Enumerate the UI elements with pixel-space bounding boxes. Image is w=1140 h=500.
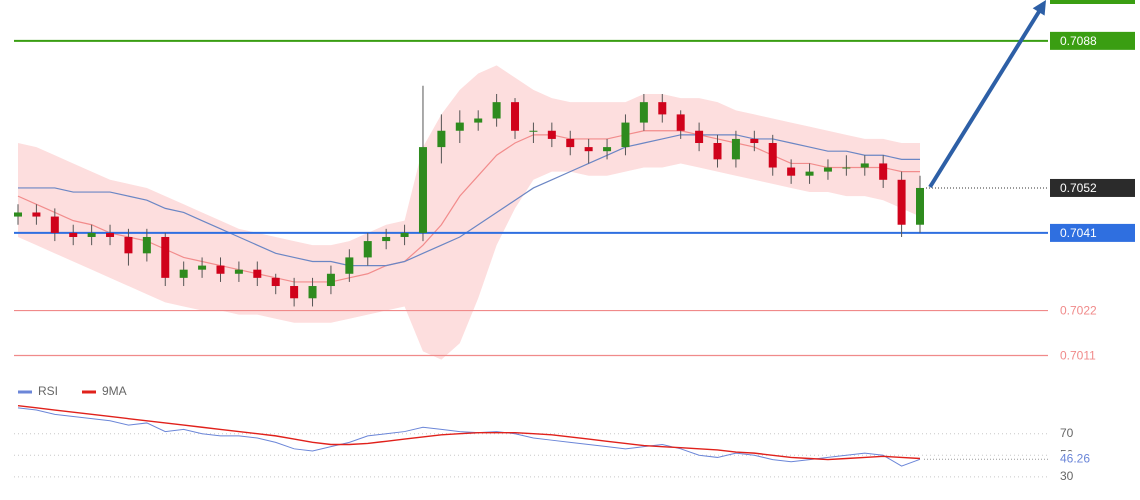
- candle-body: [842, 167, 851, 169]
- candle-body: [253, 269, 262, 278]
- candle-body: [326, 273, 335, 287]
- candle-body: [805, 171, 814, 176]
- candle-body: [455, 122, 464, 131]
- candle-body: [621, 122, 630, 148]
- level-label: 0.7011: [1060, 349, 1096, 363]
- indicator-line: [17, 407, 921, 467]
- last-value-label: 46.26: [1060, 451, 1090, 465]
- legend-label: RSI: [38, 384, 58, 398]
- candle-body: [106, 232, 115, 237]
- forecast-arrow: [928, 8, 1042, 189]
- candle-body: [14, 212, 22, 217]
- candle-body: [787, 167, 796, 176]
- candle-body: [290, 286, 299, 299]
- candle-body: [823, 167, 832, 172]
- candle-body: [142, 236, 151, 254]
- candle-body: [566, 138, 575, 148]
- candle-body: [198, 265, 207, 270]
- candle-body: [731, 138, 740, 160]
- candle-body: [69, 232, 78, 237]
- candle-body: [547, 130, 556, 139]
- candle-body: [363, 241, 372, 258]
- candle-body: [161, 236, 170, 278]
- candle-body: [418, 147, 427, 233]
- candle-body: [474, 118, 483, 123]
- legend-label: 9MA: [102, 384, 127, 398]
- candle-body: [437, 130, 446, 148]
- candle-body: [916, 187, 924, 225]
- indicator-line: [17, 405, 921, 461]
- candle-body: [382, 236, 391, 242]
- last-value-badge: [1052, 451, 1098, 468]
- moving-average: [18, 134, 920, 267]
- candle-body: [713, 143, 722, 160]
- candle-body: [271, 277, 280, 287]
- candle-body: [768, 143, 777, 168]
- rsi-panel: 705030RSI9MA46.26: [14, 384, 1098, 483]
- candle-body: [511, 102, 520, 131]
- candle-body: [234, 269, 243, 274]
- level-label: 0.7088: [1060, 34, 1097, 48]
- y-tick-label: 70: [1060, 426, 1074, 440]
- bollinger-band: [18, 65, 920, 360]
- candle-body: [695, 130, 704, 144]
- target-badge: [1050, 0, 1135, 4]
- candle-body: [584, 147, 593, 152]
- candle-body: [750, 138, 759, 144]
- level-label: 0.7022: [1060, 304, 1097, 318]
- candle-body: [179, 269, 188, 278]
- candle-body: [345, 257, 354, 274]
- candle-body: [50, 216, 59, 233]
- candle-body: [639, 102, 648, 123]
- candle-body: [658, 102, 667, 115]
- candle-body: [860, 163, 869, 168]
- last-price-badge: [1050, 178, 1135, 197]
- last-price-label: 0.7052: [1060, 181, 1097, 195]
- y-tick-label: 30: [1060, 469, 1074, 483]
- candle-body: [308, 286, 317, 299]
- candle-body: [216, 265, 225, 274]
- candle-body: [400, 232, 409, 237]
- level-badge: [1050, 31, 1135, 50]
- price-panel: 0.7088 0.7041 0.7022 0.7011 0.7052: [14, 31, 1135, 363]
- level-label: 0.7041: [1060, 226, 1097, 240]
- candle-body: [879, 163, 888, 180]
- candle-body: [32, 212, 41, 217]
- level-badge: [1050, 223, 1135, 242]
- candle-body: [603, 147, 612, 152]
- candle-body: [897, 179, 906, 225]
- candle-body: [676, 114, 685, 131]
- candle-body: [492, 102, 501, 119]
- candle-body: [87, 232, 96, 237]
- candle-body: [529, 130, 538, 132]
- candle-body: [124, 236, 133, 254]
- forecast-arrow-head: [1032, 0, 1046, 16]
